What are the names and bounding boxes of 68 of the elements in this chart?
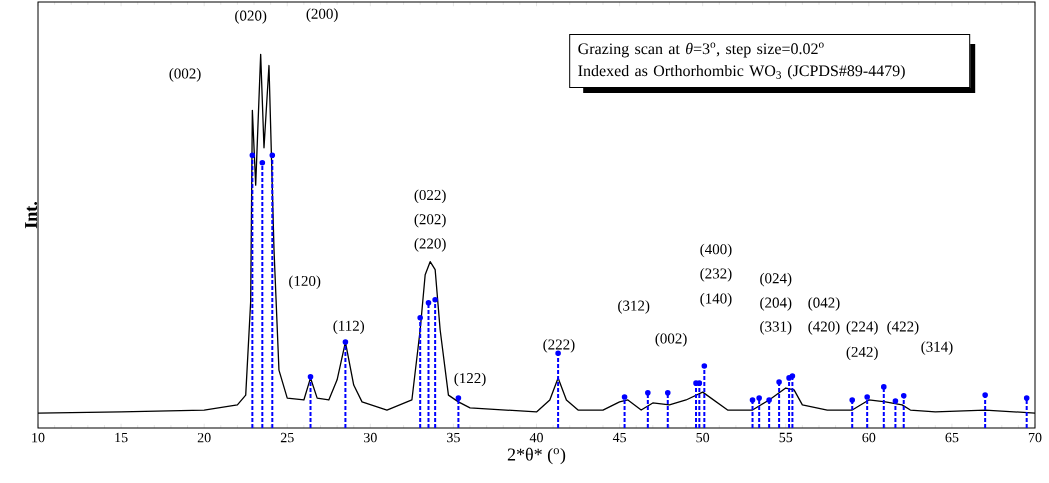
annotation: (112)	[333, 320, 365, 334]
point	[425, 300, 432, 306]
annotation: (222)	[543, 339, 575, 353]
point	[249, 152, 256, 159]
point	[756, 395, 762, 401]
point	[455, 395, 462, 401]
x-tick-label: 50	[696, 432, 710, 443]
annotation: (120)	[289, 275, 321, 290]
point	[269, 152, 276, 159]
point	[786, 375, 792, 381]
x-tick-label: 20	[197, 432, 211, 443]
x-tick-label: 65	[945, 432, 959, 443]
annotation: (220)	[414, 238, 446, 252]
point	[307, 374, 314, 380]
point	[696, 380, 703, 386]
x-tick-label: 55	[779, 432, 793, 443]
annotation: (314)	[921, 341, 953, 355]
annotation: (140)	[700, 293, 732, 307]
annotation: Grazing scan at θ=3$^{o}$, step size=0.02$^{o}$	[578, 42, 824, 58]
point	[849, 397, 856, 403]
annotation: (204)	[760, 297, 792, 311]
point	[892, 398, 899, 404]
point	[880, 384, 887, 390]
text: (200)	[306, 8, 338, 22]
annotation: (224)	[846, 321, 878, 335]
point	[417, 314, 423, 321]
annotation: (122)	[454, 372, 486, 387]
point	[645, 390, 651, 396]
x-axis-title: 2*θ* ($^{o}$)	[507, 447, 566, 465]
annotation: (002)	[655, 333, 687, 347]
point	[749, 397, 756, 403]
point	[982, 392, 988, 398]
point	[693, 380, 699, 386]
annotation: (232)	[700, 268, 732, 282]
point	[766, 397, 772, 403]
annotation: (331)	[760, 321, 792, 335]
annotation: (420)	[808, 321, 840, 335]
annotation: (312)	[618, 300, 650, 314]
point	[621, 394, 628, 400]
point	[432, 297, 438, 303]
point	[900, 393, 907, 399]
annotation: (002)	[169, 68, 201, 82]
point	[342, 339, 349, 345]
text: (020)	[235, 10, 267, 24]
x-tick-label: 10	[32, 432, 45, 443]
x-tick-label: 35	[447, 432, 460, 443]
annotation: (422)	[887, 321, 919, 335]
x-tick-label: 30	[364, 432, 377, 443]
x-tick-label: 25	[280, 432, 294, 443]
annotation: (242)	[846, 346, 878, 361]
x-tick-label: 60	[862, 432, 876, 443]
annotation: Indexed as Orthorhombic WO$_{3}$ (JCPDS#89-4479)	[578, 64, 905, 80]
point	[776, 379, 782, 385]
x-tick-label: 15	[115, 432, 128, 443]
annotation: (022)	[414, 189, 446, 204]
annotation: (042)	[808, 297, 840, 311]
x-tick-label: 45	[612, 432, 627, 443]
point	[864, 394, 870, 400]
annotation: (400)	[700, 243, 732, 258]
annotation: (024)	[760, 272, 792, 287]
x-tick-label: 70	[1028, 432, 1042, 443]
point	[789, 373, 796, 379]
point	[664, 390, 671, 396]
y-axis-title: Int.	[25, 202, 38, 229]
annotation: (202)	[414, 213, 446, 228]
x-tick-label: 40	[529, 432, 543, 443]
point	[259, 159, 266, 166]
point	[701, 363, 708, 369]
